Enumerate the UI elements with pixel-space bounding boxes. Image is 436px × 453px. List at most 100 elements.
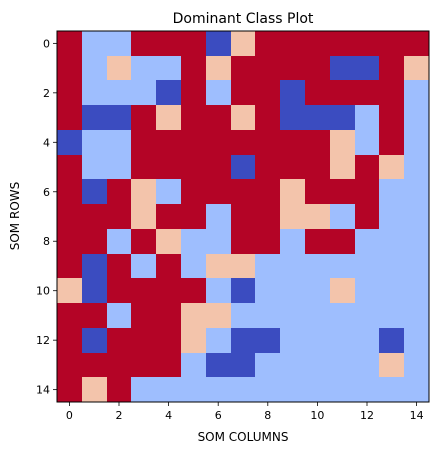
heatmap-cell-r4-c2 xyxy=(107,130,131,155)
heatmap-cell-r6-c5 xyxy=(181,179,206,204)
heatmap-cell-r13-c14 xyxy=(404,353,429,377)
heatmap-cell-r12-c12 xyxy=(355,328,379,353)
heatmap-cell-r4-c12 xyxy=(355,130,379,155)
heatmap-cell-r1-c12 xyxy=(355,56,379,80)
heatmap-cell-r9-c5 xyxy=(181,254,206,278)
heatmap-cell-r10-c14 xyxy=(404,278,429,303)
heatmap-cell-r12-c5 xyxy=(181,328,206,353)
heatmap-cell-r7-c7 xyxy=(231,204,255,229)
heatmap-cell-r11-c12 xyxy=(355,303,379,328)
heatmap-cell-r12-c11 xyxy=(330,328,355,353)
heatmap-cell-r5-c0 xyxy=(57,155,82,179)
heatmap-cell-r4-c14 xyxy=(404,130,429,155)
heatmap-cell-r1-c11 xyxy=(330,56,355,80)
heatmap-cell-r12-c13 xyxy=(379,328,404,353)
heatmap-cell-r6-c9 xyxy=(280,179,305,204)
heatmap-cell-r7-c12 xyxy=(355,204,379,229)
heatmap-cell-r6-c6 xyxy=(206,179,231,204)
heatmap-cell-r14-c7 xyxy=(231,377,255,402)
heatmap-cell-r14-c6 xyxy=(206,377,231,402)
heatmap-cell-r3-c8 xyxy=(255,105,280,130)
heatmap-cell-r2-c10 xyxy=(305,80,330,105)
x-tick-label: 4 xyxy=(165,409,172,422)
heatmap-cell-r2-c7 xyxy=(231,80,255,105)
heatmap-cell-r8-c6 xyxy=(206,229,231,254)
heatmap-cell-r13-c9 xyxy=(280,353,305,377)
heatmap-cell-r14-c14 xyxy=(404,377,429,402)
heatmap-cell-r14-c3 xyxy=(131,377,156,402)
heatmap-cell-r2-c5 xyxy=(181,80,206,105)
heatmap-cell-r3-c9 xyxy=(280,105,305,130)
heatmap-cell-r8-c14 xyxy=(404,229,429,254)
heatmap-cell-r0-c4 xyxy=(156,31,181,56)
heatmap-cell-r6-c7 xyxy=(231,179,255,204)
heatmap-cell-r14-c5 xyxy=(181,377,206,402)
heatmap-cell-r5-c9 xyxy=(280,155,305,179)
heatmap-cell-r2-c6 xyxy=(206,80,231,105)
heatmap-cell-r0-c12 xyxy=(355,31,379,56)
heatmap-cell-r4-c1 xyxy=(82,130,107,155)
heatmap-cell-r1-c10 xyxy=(305,56,330,80)
heatmap-cell-r5-c7 xyxy=(231,155,255,179)
heatmap-cell-r2-c3 xyxy=(131,80,156,105)
heatmap-cell-r14-c0 xyxy=(57,377,82,402)
heatmap-cell-r10-c13 xyxy=(379,278,404,303)
heatmap-cell-r1-c1 xyxy=(82,56,107,80)
heatmap-cell-r5-c13 xyxy=(379,155,404,179)
heatmap-cell-r10-c12 xyxy=(355,278,379,303)
heatmap-cell-r14-c12 xyxy=(355,377,379,402)
y-tick-label: 4 xyxy=(43,136,50,149)
heatmap-cell-r5-c5 xyxy=(181,155,206,179)
heatmap-cell-r7-c13 xyxy=(379,204,404,229)
heatmap-cell-r11-c2 xyxy=(107,303,131,328)
heatmap-cell-r9-c10 xyxy=(305,254,330,278)
heatmap-cell-r3-c0 xyxy=(57,105,82,130)
heatmap-cell-r4-c8 xyxy=(255,130,280,155)
heatmap-cell-r13-c13 xyxy=(379,353,404,377)
heatmap-cell-r7-c9 xyxy=(280,204,305,229)
heatmap-cell-r10-c5 xyxy=(181,278,206,303)
heatmap-cell-r4-c13 xyxy=(379,130,404,155)
y-axis-label: SOM ROWS xyxy=(8,182,22,251)
heatmap-cell-r14-c8 xyxy=(255,377,280,402)
heatmap-cell-r0-c6 xyxy=(206,31,231,56)
heatmap-cell-r9-c4 xyxy=(156,254,181,278)
heatmap-cell-r1-c0 xyxy=(57,56,82,80)
heatmap-cell-r2-c11 xyxy=(330,80,355,105)
heatmap-cell-r14-c2 xyxy=(107,377,131,402)
heatmap-cell-r10-c11 xyxy=(330,278,355,303)
heatmap-cell-r13-c12 xyxy=(355,353,379,377)
heatmap-cell-r6-c12 xyxy=(355,179,379,204)
heatmap-cell-r3-c3 xyxy=(131,105,156,130)
heatmap-cell-r3-c10 xyxy=(305,105,330,130)
y-tick-label: 12 xyxy=(36,334,50,347)
heatmap-cell-r11-c5 xyxy=(181,303,206,328)
heatmap-cell-r14-c9 xyxy=(280,377,305,402)
x-tick-label: 0 xyxy=(66,409,73,422)
heatmap-cell-r3-c6 xyxy=(206,105,231,130)
heatmap-cell-r14-c10 xyxy=(305,377,330,402)
heatmap-cell-r11-c10 xyxy=(305,303,330,328)
heatmap-cell-r4-c11 xyxy=(330,130,355,155)
x-tick-label: 10 xyxy=(310,409,324,422)
heatmap-cell-r12-c7 xyxy=(231,328,255,353)
heatmap-cell-r5-c1 xyxy=(82,155,107,179)
heatmap-cell-r0-c10 xyxy=(305,31,330,56)
heatmap-cell-r0-c9 xyxy=(280,31,305,56)
heatmap-cell-r9-c3 xyxy=(131,254,156,278)
heatmap-cell-r7-c5 xyxy=(181,204,206,229)
heatmap-cell-r5-c4 xyxy=(156,155,181,179)
heatmap-cell-r8-c12 xyxy=(355,229,379,254)
heatmap-cell-r5-c14 xyxy=(404,155,429,179)
heatmap-cell-r11-c13 xyxy=(379,303,404,328)
heatmap-cell-r9-c2 xyxy=(107,254,131,278)
heatmap-cell-r12-c2 xyxy=(107,328,131,353)
y-tick-label: 2 xyxy=(43,87,50,100)
x-tick-label: 6 xyxy=(215,409,222,422)
heatmap-cell-r14-c13 xyxy=(379,377,404,402)
heatmap-cell-r5-c6 xyxy=(206,155,231,179)
heatmap-cell-r7-c8 xyxy=(255,204,280,229)
heatmap-cell-r11-c0 xyxy=(57,303,82,328)
y-tick-label: 6 xyxy=(43,186,50,199)
heatmap-cell-r9-c1 xyxy=(82,254,107,278)
